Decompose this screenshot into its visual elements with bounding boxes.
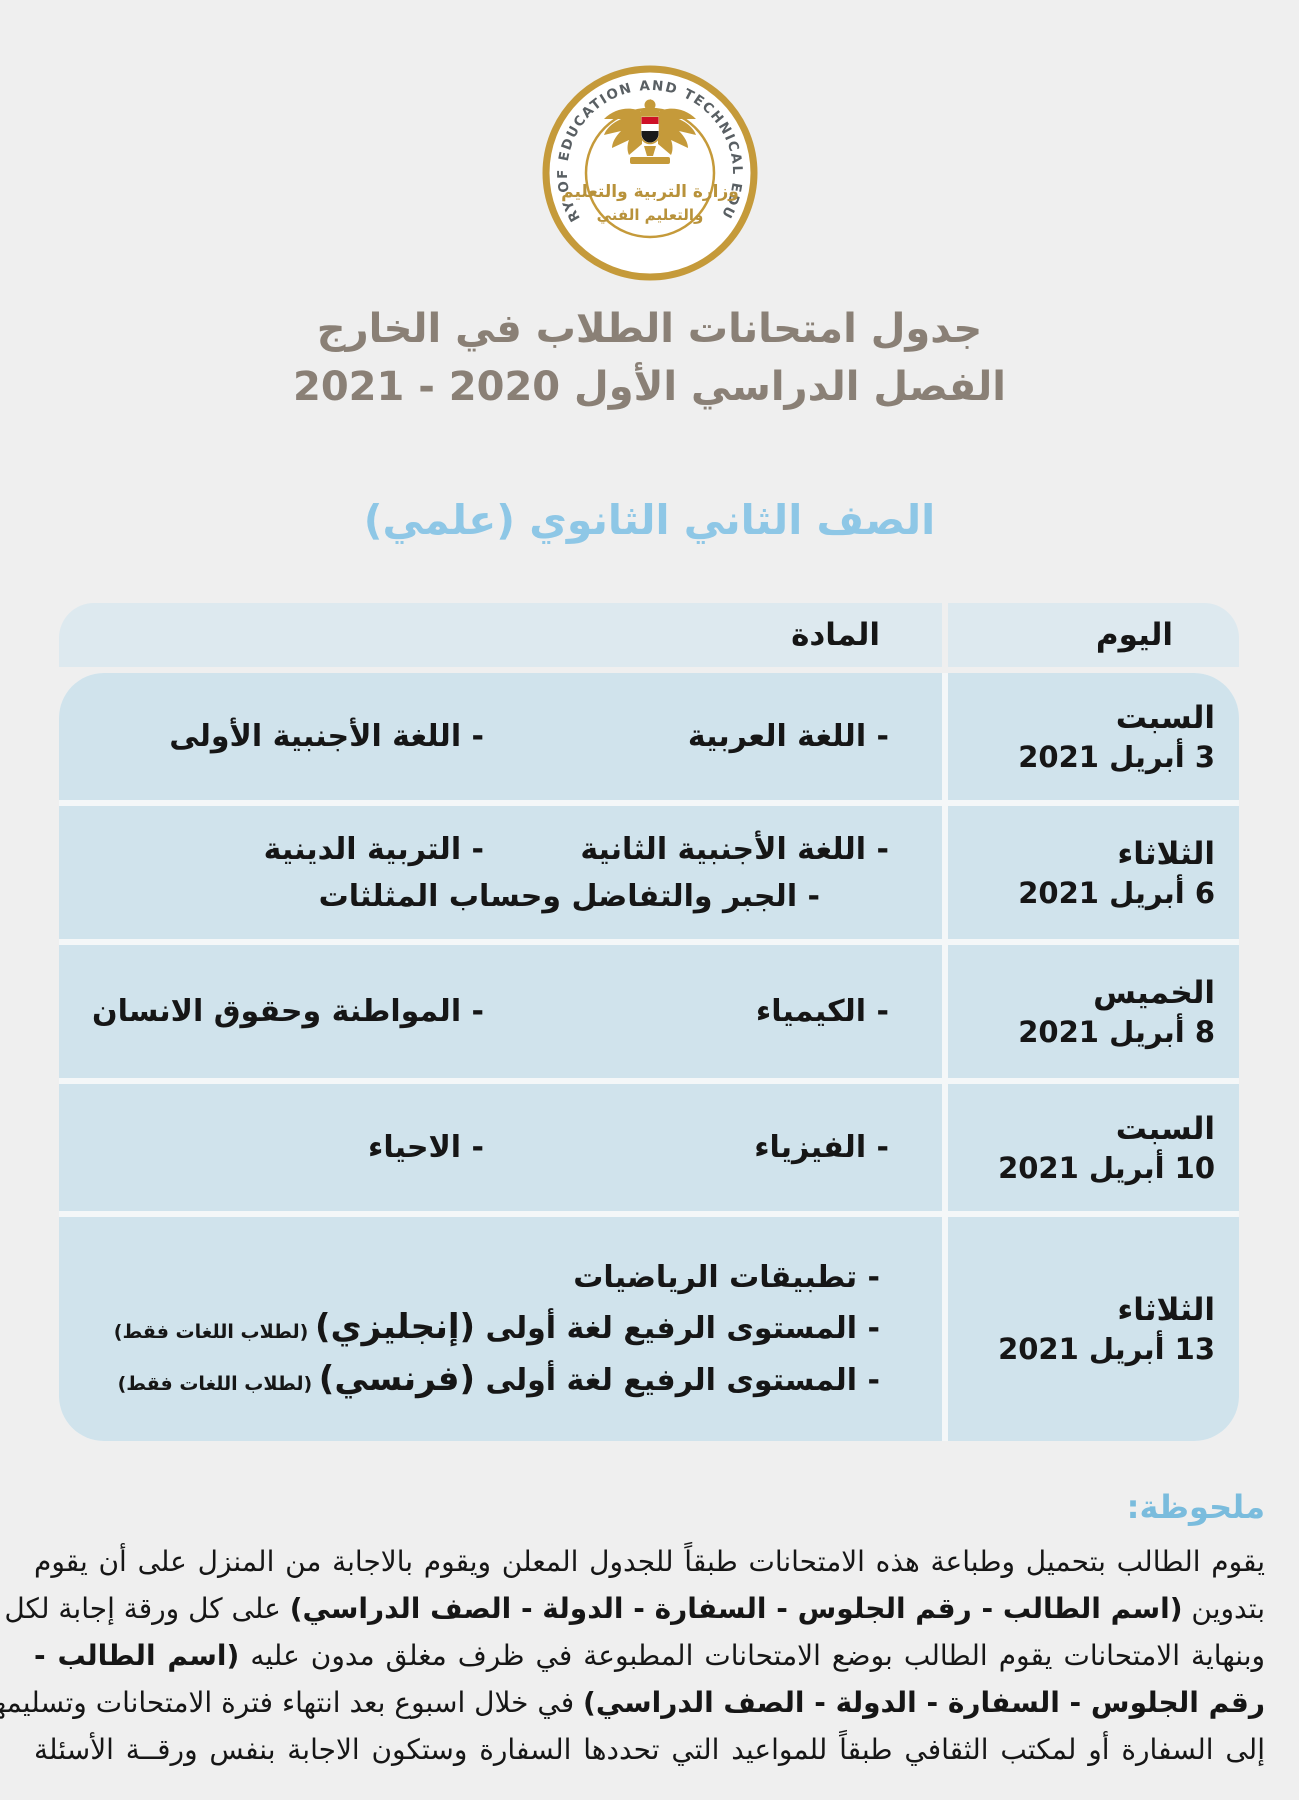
subject-item: - تطبيقات الرياضيات: [573, 1260, 880, 1295]
note-paragraph: يقوم الطالب بتحميل وطباعة هذه الامتحانات…: [0, 1538, 1265, 1773]
day-name: السبت: [1115, 1110, 1215, 1147]
table-header-subject: المادة: [59, 603, 942, 667]
table-subject-cell: - الفيزياء - الاحياء: [59, 1084, 942, 1211]
note-label: ملحوظة:: [1126, 1488, 1265, 1526]
text-segment: (إنجليزي): [314, 1306, 476, 1347]
text-segment: - الاحياء: [368, 1130, 484, 1165]
text-segment: وبنهاية الامتحانات يقوم الطالب بوضع الام…: [239, 1639, 1266, 1672]
text-segment: بتدوين: [1182, 1592, 1265, 1625]
note-line: يقوم الطالب بتحميل وطباعة هذه الامتحانات…: [34, 1538, 1265, 1585]
day-name: السبت: [1115, 699, 1215, 736]
table-subject-cell: - تطبيقات الرياضيات - المستوى الرفيع لغة …: [59, 1217, 942, 1441]
text-segment: - اللغة الأجنبية الأولى: [169, 719, 484, 754]
grade-subtitle: الصف الثاني الثانوي (علمي): [363, 496, 936, 544]
table-day-cell: الخميس 8 أبريل 2021: [948, 945, 1239, 1078]
text-segment: في خلال اسبوع بعد انتهاء فترة الامتحانات…: [0, 1686, 584, 1719]
subject-line: - الكيمياء - المواطنة وحقوق الانسان: [59, 994, 942, 1029]
subject-item: - الكيمياء: [484, 994, 889, 1029]
note-line: رقم الجلوس - السفارة - الدولة - الصف الد…: [0, 1679, 1265, 1726]
text-segment: على كل ورقة إجابة لكل مادة: [0, 1592, 281, 1625]
text-segment: - المستوى الرفيع لغة أولى: [475, 1362, 880, 1398]
text-segment: إلى السفارة أو لمكتب الثقافي طبقاً للموا…: [34, 1733, 1265, 1766]
text-segment: - المواطنة وحقوق الانسان: [91, 994, 484, 1029]
table-day-cell: الثلاثاء 13 أبريل 2021: [948, 1217, 1239, 1441]
text-segment: (اسم الطالب -: [34, 1639, 240, 1672]
table-day-cell: الثلاثاء 6 أبريل 2021: [948, 806, 1239, 939]
text-segment: (لطلاب اللغات فقط): [113, 1320, 315, 1343]
subject-item: - اللغة الأجنبية الأولى: [169, 719, 484, 754]
day-name: الخميس: [1093, 974, 1215, 1011]
note-line: إلى السفارة أو لمكتب الثقافي طبقاً للموا…: [34, 1726, 1265, 1773]
table-header-day: اليوم: [948, 603, 1239, 667]
subject-item: - الجبر والتفاضل وحساب المثلثات: [319, 879, 820, 914]
subject-line: - الجبر والتفاضل وحساب المثلثات: [59, 879, 942, 914]
text-segment: - اللغة الأجنبية الثانية: [580, 831, 889, 867]
day-date: 6 أبريل 2021: [1018, 875, 1215, 910]
subject-item: - المستوى الرفيع لغة أولى (إنجليزي) (لطل…: [114, 1307, 880, 1347]
text-segment: - الكيمياء: [755, 994, 889, 1029]
table-subject-cell: - اللغة الأجنبية الثانية - التربية الديني…: [59, 806, 942, 939]
table-subject-cell: - الكيمياء - المواطنة وحقوق الانسان: [59, 945, 942, 1078]
eagle-icon: [603, 99, 696, 164]
text-segment: - المستوى الرفيع لغة أولى: [475, 1310, 880, 1346]
subject-item: - الفيزياء: [484, 1130, 889, 1165]
subject-line: - الفيزياء - الاحياء: [59, 1130, 942, 1165]
ministry-logo: MINISTRY OF EDUCATION AND TECHNICAL EDUC…: [533, 52, 759, 282]
day-date: 8 أبريل 2021: [1018, 1014, 1215, 1049]
table-day-cell: السبت 3 أبريل 2021: [948, 673, 1239, 800]
text-segment: - اللغة العربية: [687, 719, 889, 754]
logo-arabic-name-line2: والتعليم الفني: [596, 206, 703, 224]
note-line: وبنهاية الامتحانات يقوم الطالب بوضع الام…: [34, 1632, 1265, 1679]
ministry-seal-icon: MINISTRY OF EDUCATION AND TECHNICAL EDUC…: [533, 52, 757, 281]
subject-item: - المواطنة وحقوق الانسان: [92, 994, 484, 1029]
day-date: 3 أبريل 2021: [1018, 739, 1215, 774]
subject-item: - الاحياء: [368, 1130, 484, 1165]
text-segment: (فرنسي): [318, 1358, 476, 1399]
day-name: الثلاثاء: [1117, 835, 1215, 872]
subject-item: - التربية الدينية: [264, 832, 484, 867]
day-date: 10 أبريل 2021: [998, 1150, 1215, 1185]
text-segment: - التربية الدينية: [263, 831, 484, 867]
subject-line: - اللغة العربية - اللغة الأجنبية الأولى: [59, 719, 942, 754]
table-header-row: اليوم المادة: [59, 603, 1239, 667]
text-segment: - تطبيقات الرياضيات: [573, 1259, 880, 1295]
text-segment: رقم الجلوس - السفارة - الدولة - الصف الد…: [583, 1686, 1265, 1719]
text-segment: (اسم الطالب - رقم الجلوس - السفارة - الد…: [289, 1592, 1183, 1625]
subject-item: - اللغة الأجنبية الثانية: [484, 832, 889, 867]
text-segment: يقوم الطالب بتحميل وطباعة هذه الامتحانات…: [34, 1545, 1265, 1578]
text-segment: (لطلاب اللغات فقط): [117, 1372, 319, 1395]
exam-table: اليوم المادة السبت 3 أبريل 2021- اللغة ال…: [59, 603, 1239, 1441]
day-name: الثلاثاء: [1117, 1292, 1215, 1328]
logo-arabic-name-line1: وزارة التربية والتعليم: [561, 182, 739, 202]
page-title-line1: جدول امتحانات الطلاب في الخارج: [316, 306, 983, 352]
table-subject-cell: - اللغة العربية - اللغة الأجنبية الأولى: [59, 673, 942, 800]
note-section: ملحوظة: يقوم الطالب بتحميل وطباعة هذه ال…: [0, 1488, 1265, 1773]
subject-line: - تطبيقات الرياضيات: [59, 1260, 942, 1295]
note-line: بتدوين (اسم الطالب - رقم الجلوس - السفار…: [0, 1585, 1265, 1632]
table-day-cell: السبت 10 أبريل 2021: [948, 1084, 1239, 1211]
text-segment: - الفيزياء: [754, 1130, 889, 1165]
page-title-line2: الفصل الدراسي الأول 2020 - 2021: [293, 364, 1006, 410]
flag-shield-icon: [639, 115, 660, 145]
subject-line: - المستوى الرفيع لغة أولى (فرنسي) (لطلاب…: [59, 1359, 942, 1399]
subject-line: - اللغة الأجنبية الثانية - التربية الديني…: [59, 832, 942, 867]
subject-item: - المستوى الرفيع لغة أولى (فرنسي) (لطلاب…: [118, 1359, 880, 1399]
subject-line: - المستوى الرفيع لغة أولى (إنجليزي) (لطل…: [59, 1307, 942, 1347]
page-title: جدول امتحانات الطلاب في الخارج الفصل الد…: [0, 300, 1299, 416]
text-segment: - الجبر والتفاضل وحساب المثلثات: [318, 878, 820, 914]
day-date: 13 أبريل 2021: [998, 1332, 1215, 1366]
table-body: السبت 3 أبريل 2021- اللغة العربية - اللغة …: [59, 673, 1239, 1441]
subject-item: - اللغة العربية: [484, 719, 889, 754]
